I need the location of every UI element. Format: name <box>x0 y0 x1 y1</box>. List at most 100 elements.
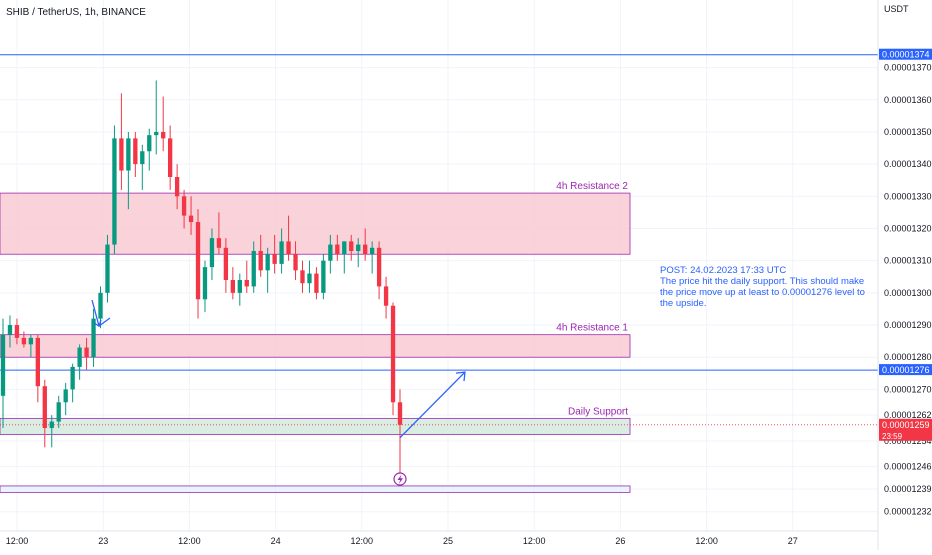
candle <box>321 254 326 300</box>
price-tick-label: 0.00001254 <box>884 436 932 446</box>
time-tick-label: 12:00 <box>178 536 201 546</box>
candle-body <box>363 244 368 255</box>
price-axis-unit: USDT <box>884 4 909 14</box>
candle-body <box>119 138 124 171</box>
candle <box>133 131 138 177</box>
candle <box>119 93 124 190</box>
candle <box>188 196 194 235</box>
time-tick-label: 12:00 <box>695 536 718 546</box>
candle-body <box>49 421 54 429</box>
candle <box>154 80 159 155</box>
price-axis[interactable]: 0.00001370 0.00001360 0.00001350 0.00001340… <box>884 63 932 517</box>
candle <box>258 234 263 277</box>
candle-body <box>35 337 40 387</box>
price-tick-label: 0.00001270 <box>884 384 932 394</box>
candle-body <box>147 135 152 152</box>
candle <box>279 228 284 274</box>
candle-body <box>272 254 277 264</box>
zone-label: 4h Resistance 2 <box>556 181 628 192</box>
time-tick-label: 12:00 <box>6 536 29 546</box>
candle <box>230 267 236 300</box>
candle-body <box>21 337 27 345</box>
candle <box>105 234 110 303</box>
drawings-layer <box>91 299 466 439</box>
projection-arrow-line <box>399 371 466 439</box>
candle-body <box>397 402 403 425</box>
candle-body <box>181 196 187 216</box>
candle <box>49 415 54 448</box>
candle <box>237 273 242 306</box>
candle-body <box>376 247 382 287</box>
zone-label: 4h Resistance 1 <box>556 323 628 334</box>
candle-body <box>258 251 263 271</box>
price-badge-label: 0.00001276 <box>882 365 930 375</box>
candle <box>21 331 27 348</box>
candle <box>28 334 34 358</box>
candle-body <box>244 279 249 287</box>
price-tick-label: 0.00001360 <box>884 95 932 105</box>
candle <box>7 315 13 348</box>
time-tick-label: 23 <box>98 536 108 546</box>
candle <box>181 189 187 229</box>
candle-body <box>369 247 375 255</box>
time-tick-label: 26 <box>615 536 625 546</box>
candle-body <box>105 244 110 293</box>
zone-box <box>0 192 631 255</box>
time-tick-label: 27 <box>788 536 798 546</box>
candle-body <box>188 215 194 223</box>
candle-body <box>383 286 389 306</box>
annotation-note[interactable]: POST: 24.02.2023 17:33 UTC The price hit… <box>660 265 865 309</box>
candle-body <box>390 305 396 403</box>
price-tick-label: 0.00001310 <box>884 256 932 266</box>
candle <box>70 363 75 403</box>
candle-body <box>251 251 256 287</box>
price-tick-label: 0.00001262 <box>884 410 932 420</box>
price-tick-label: 0.00001280 <box>884 352 932 362</box>
candle-body <box>321 260 326 293</box>
candle <box>307 260 312 293</box>
candle <box>147 128 152 171</box>
candle-body <box>0 334 6 396</box>
annotation-line-3: the price move up at least to 0.00001276… <box>660 287 865 298</box>
candle <box>195 209 201 319</box>
candle-body <box>342 241 347 255</box>
candle <box>342 241 347 274</box>
zones-layer: 4h Resistance 2 4h Resistance 1 Daily Supp… <box>0 181 631 493</box>
candle-body <box>126 138 131 171</box>
price-badge-bg <box>879 364 932 376</box>
price-tick-label: 0.00001246 <box>884 462 932 472</box>
candle-body <box>28 337 34 345</box>
candle-body <box>286 241 291 255</box>
time-axis[interactable]: 12:00 23 12:00 24 12:00 25 12:00 26 12:00 27 <box>6 536 798 546</box>
small-arrow-head <box>93 319 102 327</box>
candle-body <box>279 241 284 264</box>
candle <box>0 318 6 429</box>
time-tick-label: 24 <box>271 536 281 546</box>
candle-body <box>98 292 103 319</box>
flash-icon[interactable] <box>393 472 407 486</box>
candle <box>335 234 340 261</box>
candle-body <box>112 138 117 245</box>
candle <box>300 260 305 293</box>
candle <box>314 267 319 300</box>
candle <box>209 228 215 280</box>
zone-box <box>0 485 631 493</box>
candle <box>140 144 145 190</box>
candle-body <box>230 279 236 293</box>
time-tick-label: 12:00 <box>523 536 546 546</box>
candle-body <box>209 238 215 268</box>
candle <box>14 318 20 345</box>
zone-box <box>0 417 631 435</box>
candle <box>126 131 131 210</box>
projection-arrow-head <box>455 371 466 382</box>
candle-body <box>195 222 201 300</box>
annotation-line-1: POST: 24.02.2023 17:33 UTC <box>660 265 786 276</box>
candle-body <box>84 347 89 358</box>
candle-body <box>314 273 319 293</box>
candle-body <box>349 241 354 252</box>
candle <box>397 389 403 480</box>
symbol-title: SHIB / TetherUS, 1h, BINANCE <box>6 7 146 18</box>
annotation-line-2: The price hit the daily support. This sh… <box>660 276 864 287</box>
